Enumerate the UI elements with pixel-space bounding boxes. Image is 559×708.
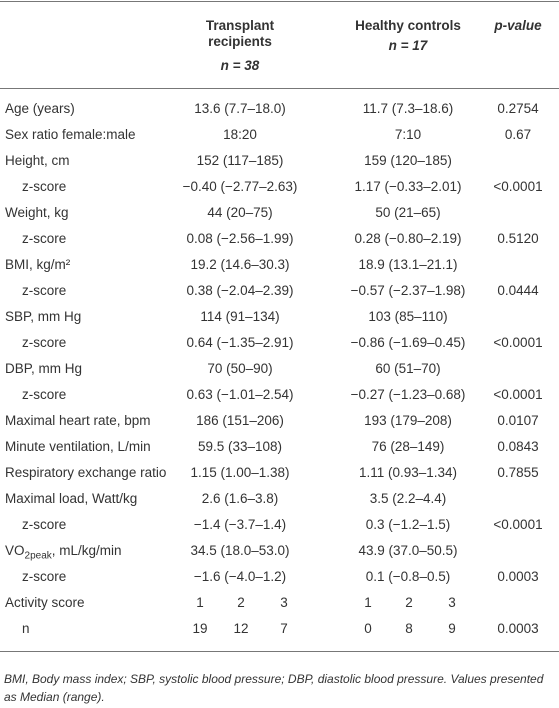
cell-value: −1.6 (−4.0–1.2) [193,569,287,584]
header-col1-n: n = 38 [220,58,260,73]
row-label: SBP, mm Hg [5,309,82,324]
cell-value: 50 (21–65) [375,205,441,220]
p-value: 0.2754 [497,101,539,116]
header-col1: Transplant recipients [205,18,275,49]
cell-value: 3 [280,595,288,610]
row-label: VO2peak, mL/kg/min [5,543,122,565]
cell-value: 0 [364,621,372,636]
p-value: <0.0001 [493,179,543,194]
cell-value: 152 (117–185) [196,153,284,168]
cell-value: 2.6 (1.6–3.8) [201,491,279,506]
cell-value: 1 [364,595,372,610]
cell-value: 1.17 (−0.33–2.01) [354,179,462,194]
cell-value: 7:10 [394,127,422,142]
top-rule [0,1,559,2]
cell-value: 0.08 (−2.56–1.99) [186,231,294,246]
cell-value: 43.9 (37.0–50.5) [358,543,458,558]
p-value: 0.7855 [497,465,539,480]
label-part: VO [5,543,25,558]
cell-value: 3 [448,595,456,610]
row-label: z-score [22,335,67,350]
cell-value: 2 [405,595,413,610]
row-label: Sex ratio female:male [5,127,136,142]
header-p: p-value [494,18,542,33]
cell-value: 19.2 (14.6–30.3) [190,257,290,272]
label-sub: 2peak [24,550,52,562]
row-label: Respiratory exchange ratio [5,465,167,480]
cell-value: 12 [233,621,249,636]
cell-value: 0.3 (−1.2–1.5) [365,517,451,532]
cell-value: −0.27 (−1.23–0.68) [350,387,466,402]
cell-value: −0.57 (−2.37–1.98) [350,283,466,298]
cell-value: 0.38 (−2.04–2.39) [186,283,294,298]
bottom-rule [0,651,559,652]
cell-value: −0.40 (−2.77–2.63) [182,179,298,194]
row-label: Minute ventilation, L/min [5,439,151,454]
p-value: 0.0107 [497,413,539,428]
cell-value: 8 [405,621,413,636]
row-label: z-score [22,517,67,532]
cell-value: 2 [237,595,245,610]
cell-value: 59.5 (33–108) [197,439,283,454]
cell-value: 0.64 (−1.35–2.91) [186,335,294,350]
row-label: DBP, mm Hg [5,361,83,376]
cell-value: 103 (85–110) [368,309,448,324]
row-label: Weight, kg [5,205,69,220]
row-label: Activity score [5,595,85,610]
cell-value: 11.7 (7.3–18.6) [362,101,454,116]
cell-value: 1 [196,595,204,610]
cell-value: −0.86 (−1.69–0.45) [350,335,466,350]
p-value: <0.0001 [493,335,543,350]
row-label: Age (years) [5,101,75,116]
cell-value: 0.28 (−0.80–2.19) [354,231,462,246]
row-label: z-score [22,387,67,402]
cell-value: 44 (20–75) [207,205,273,220]
cell-value: 19 [192,621,208,636]
p-value: 0.0444 [497,283,539,298]
row-label: z-score [22,569,67,584]
label-part: , mL/kg/min [51,543,122,558]
cell-value: 3.5 (2.2–4.4) [369,491,447,506]
p-value: <0.0001 [493,387,543,402]
row-label: z-score [22,231,67,246]
cell-value: 193 (179–208) [364,413,452,428]
p-value: 0.5120 [497,231,539,246]
cell-value: 76 (28–149) [371,439,445,454]
header-rule [0,88,559,89]
row-label: Maximal heart rate, bpm [5,413,151,428]
cell-value: 0.1 (−0.8–0.5) [365,569,451,584]
row-label: Maximal load, Watt/kg [5,491,138,506]
cell-value: 9 [448,621,456,636]
cell-value: 13.6 (7.7–18.0) [194,101,286,116]
cell-value: 18:20 [223,127,257,142]
row-label: z-score [22,283,67,298]
cell-value: 70 (50–90) [207,361,273,376]
row-label: Height, cm [5,153,70,168]
footnote: BMI, Body mass index; SBP, systolic bloo… [4,672,544,704]
cell-value: −1.4 (−3.7–1.4) [193,517,287,532]
cell-value: 34.5 (18.0–53.0) [190,543,290,558]
cell-value: 1.15 (1.00–1.38) [190,465,290,480]
cell-value: 1.11 (0.93–1.34) [358,465,458,480]
p-value: 0.0003 [497,621,539,636]
p-value: <0.0001 [493,517,543,532]
cell-value: 0.63 (−1.01–2.54) [186,387,294,402]
p-value: 0.0003 [497,569,539,584]
header-col2-n: n = 17 [388,38,428,53]
header-col2: Healthy controls [355,18,461,33]
row-label: z-score [22,179,67,194]
row-label: BMI, kg/m² [5,257,71,272]
p-value: 0.67 [504,127,532,142]
p-value: 0.0843 [497,439,539,454]
cell-value: 60 (51–70) [375,361,441,376]
cell-value: 114 (91–134) [200,309,280,324]
cell-value: 18.9 (13.1–21.1) [358,257,458,272]
cell-value: 186 (151–206) [196,413,284,428]
cell-value: 7 [280,621,288,636]
cell-value: 159 (120–185) [364,153,452,168]
row-label: n [22,621,30,636]
